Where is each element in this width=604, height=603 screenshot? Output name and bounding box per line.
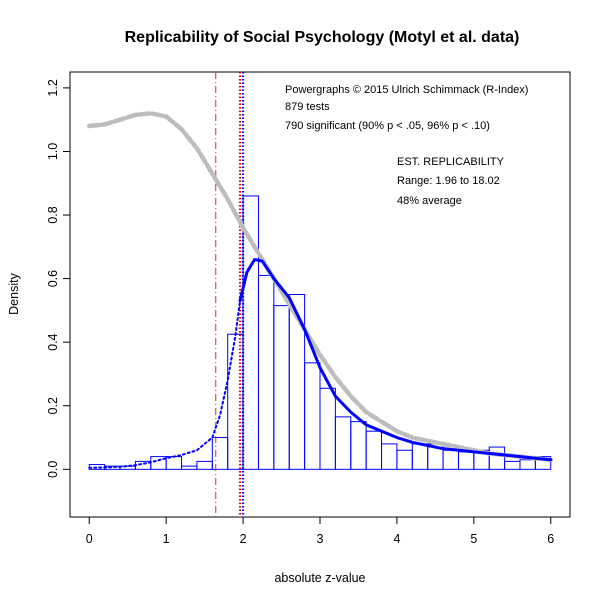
histogram-bar (181, 465, 198, 470)
histogram-bars (88, 195, 552, 470)
histogram-bar (519, 459, 536, 470)
histogram-bar (119, 465, 136, 470)
histogram-bar (442, 449, 459, 470)
y-tick-label: 1.2 (46, 79, 60, 96)
threshold-lines (215, 72, 245, 517)
x-axis-label: absolute z-value (274, 571, 365, 585)
density-curve-blue-dotted (88, 299, 241, 469)
x-axis: 0 1 2 3 4 5 6 (86, 517, 554, 546)
average-note: 48% average (397, 195, 462, 207)
x-tick-label: 2 (240, 532, 247, 546)
histogram-bar (534, 456, 552, 470)
histogram-bar (457, 451, 475, 470)
replicability-heading: EST. REPLICABILITY (397, 156, 505, 168)
credit-note: Powergraphs © 2015 Ulrich Schimmack (R-I… (285, 84, 528, 96)
y-tick-label: 0.8 (46, 206, 60, 223)
y-axis-label: Density (7, 272, 21, 314)
histogram-bar (411, 443, 429, 470)
histogram-bar (257, 274, 275, 470)
histogram-bar (211, 437, 229, 470)
y-tick-label: 0.4 (46, 333, 60, 350)
range-note: Range: 1.96 to 18.02 (397, 175, 500, 187)
histogram-bar (273, 305, 290, 470)
histogram-bar (350, 421, 367, 470)
density-curve-blue-solid (238, 258, 553, 462)
x-tick-label: 1 (163, 532, 170, 546)
tests-note: 879 tests (285, 101, 330, 113)
histogram-bar (196, 460, 213, 470)
histogram-bar (396, 449, 413, 470)
histogram-bar (488, 446, 506, 470)
histogram-bar (319, 387, 336, 470)
histogram-bar (381, 443, 398, 470)
y-tick-label: 0.6 (46, 270, 60, 287)
x-tick-label: 0 (86, 532, 93, 546)
density-curves (86, 111, 554, 469)
histogram-bar (365, 430, 383, 470)
y-axis: 0.0 0.2 0.4 0.6 0.8 1.0 1.2 (46, 79, 70, 478)
histogram-bar (334, 416, 352, 470)
y-tick-label: 0.0 (46, 461, 60, 478)
significant-note: 790 significant (90% p < .05, 96% p < .1… (285, 120, 490, 132)
x-tick-label: 6 (547, 532, 554, 546)
x-tick-label: 4 (393, 532, 400, 546)
histogram-bar (304, 362, 321, 470)
x-tick-label: 5 (470, 532, 477, 546)
histogram-bar (504, 460, 521, 470)
y-tick-label: 0.2 (46, 397, 60, 414)
annotation-block: Powergraphs © 2015 Ulrich Schimmack (R-I… (285, 84, 528, 207)
chart-title: Replicability of Social Psychology (Moty… (125, 29, 520, 46)
x-tick-label: 3 (317, 532, 324, 546)
y-tick-label: 1.0 (46, 143, 60, 160)
density-curve-gray-thick (86, 111, 554, 463)
